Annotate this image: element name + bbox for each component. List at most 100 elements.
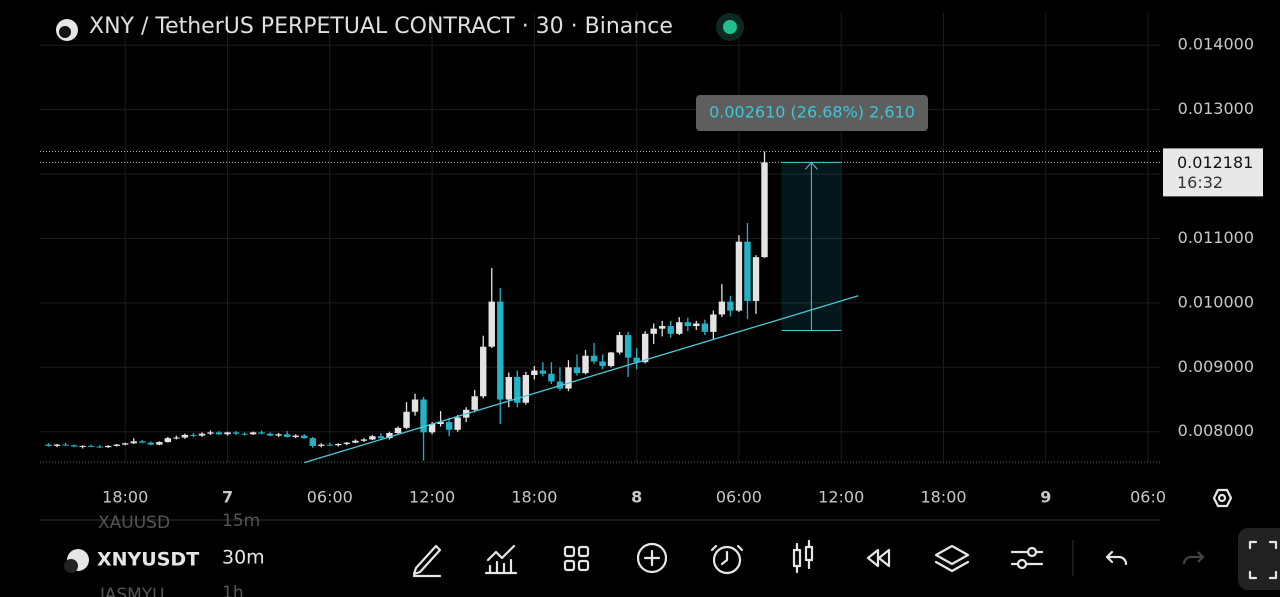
redo-tool[interactable] [1182, 551, 1205, 565]
candle-body [590, 355, 598, 362]
candle-body [667, 326, 674, 334]
y-tick-label: 0.008000 [1178, 421, 1254, 440]
y-tick-label: 0.014000 [1178, 35, 1254, 54]
candle-body [360, 439, 368, 441]
candle-body [87, 445, 95, 447]
layout-tool[interactable] [563, 545, 590, 572]
x-tick-label: 12:00 [409, 488, 455, 507]
candle-body [62, 444, 69, 446]
candle-body [454, 417, 461, 430]
interval-faded: 15m [222, 511, 260, 531]
x-tick-label: 18:00 [511, 488, 557, 507]
x-tick-label: 8 [631, 488, 642, 507]
price-tag-value: 0.012181 [1177, 153, 1253, 172]
y-tick-label: 0.009000 [1178, 357, 1254, 376]
candle-body [701, 323, 709, 332]
candle-body [505, 376, 512, 400]
candle-body [676, 322, 683, 334]
x-tick-label: 18:00 [102, 488, 148, 507]
y-tick-label: 0.013000 [1178, 99, 1254, 118]
candle-body [641, 333, 649, 363]
measure-label: 0.002610 (26.68%) 2,610 [709, 103, 915, 122]
add-tool[interactable] [636, 542, 668, 574]
candle-body [352, 440, 359, 443]
interval[interactable]: 30m [222, 547, 265, 569]
candle-body [437, 422, 444, 424]
price-tag [1163, 148, 1263, 197]
candle-body [693, 323, 700, 327]
undo-tool[interactable] [1105, 550, 1128, 566]
x-tick-label: 12:00 [818, 488, 864, 507]
y-tick-label: 0.011000 [1178, 228, 1254, 247]
candle-body [403, 411, 410, 428]
candle-body [70, 445, 78, 447]
measure-arrowhead [805, 161, 818, 170]
x-tick-label: 06:00 [716, 488, 762, 507]
candle-body [684, 322, 691, 327]
candle-body [156, 442, 163, 445]
candle-body [761, 162, 768, 258]
candle-body [326, 444, 334, 446]
candle-body [139, 441, 146, 443]
candle-body [565, 367, 572, 389]
candle-body [258, 432, 265, 434]
candle-body [190, 434, 197, 436]
settings-icon[interactable] [1212, 488, 1233, 508]
candle-body [386, 433, 393, 439]
settings-tool[interactable] [1010, 546, 1044, 570]
candle-body [616, 335, 623, 353]
candle-body [292, 435, 299, 437]
candle-body [548, 373, 555, 382]
candle-body [752, 257, 760, 301]
indicators-tool[interactable] [484, 544, 518, 575]
candle-body [522, 375, 530, 403]
interval-faded: 1h [222, 583, 244, 597]
plot-area: 0.0080000.0090000.0100000.0110000.012000… [40, 13, 1263, 507]
candle-body [79, 445, 86, 447]
replay-tool[interactable] [866, 548, 891, 568]
candle-body [607, 352, 615, 367]
candle-body [181, 434, 189, 438]
symbol[interactable]: XNYUSDT [97, 549, 199, 571]
candle-body [249, 432, 257, 435]
candle-body [633, 357, 640, 363]
candle-body [735, 241, 743, 311]
layers-tool[interactable] [934, 544, 970, 573]
candle-body [531, 370, 538, 376]
candle-body [275, 434, 282, 436]
y-tick-label: 0.010000 [1178, 292, 1254, 311]
price-tag-countdown: 16:32 [1177, 173, 1223, 192]
candle-body [497, 301, 504, 400]
candle-body [394, 427, 402, 434]
candle-body [445, 422, 453, 430]
x-tick-label: 7 [222, 488, 233, 507]
measure-label-bg [696, 95, 928, 131]
draw-tool[interactable] [412, 544, 442, 578]
alert-tool[interactable] [710, 544, 744, 575]
candle-body [710, 314, 717, 332]
candle-body [659, 326, 666, 329]
candle-body [207, 432, 214, 434]
candle-body [582, 355, 589, 374]
candle-body [147, 442, 155, 445]
candle-body [241, 433, 248, 435]
candle-body [164, 438, 172, 443]
symbol-faded: XAUUSD [98, 513, 170, 533]
candle-body [266, 433, 274, 436]
candle-body [53, 444, 61, 446]
fullscreen-icon [1248, 540, 1278, 580]
candle-body [224, 432, 231, 435]
chart-type-tool[interactable] [792, 539, 814, 574]
candle-body [104, 445, 112, 448]
symbol-faded: JASMYU [99, 585, 165, 597]
candle-body [420, 399, 427, 433]
trendline [304, 295, 859, 464]
candle-body [599, 361, 606, 367]
x-tick-label: 06:00 [307, 488, 353, 507]
fullscreen-button[interactable] [1238, 528, 1280, 590]
candle-body [539, 370, 547, 374]
candle-body [377, 436, 385, 439]
candle-body [198, 433, 206, 436]
